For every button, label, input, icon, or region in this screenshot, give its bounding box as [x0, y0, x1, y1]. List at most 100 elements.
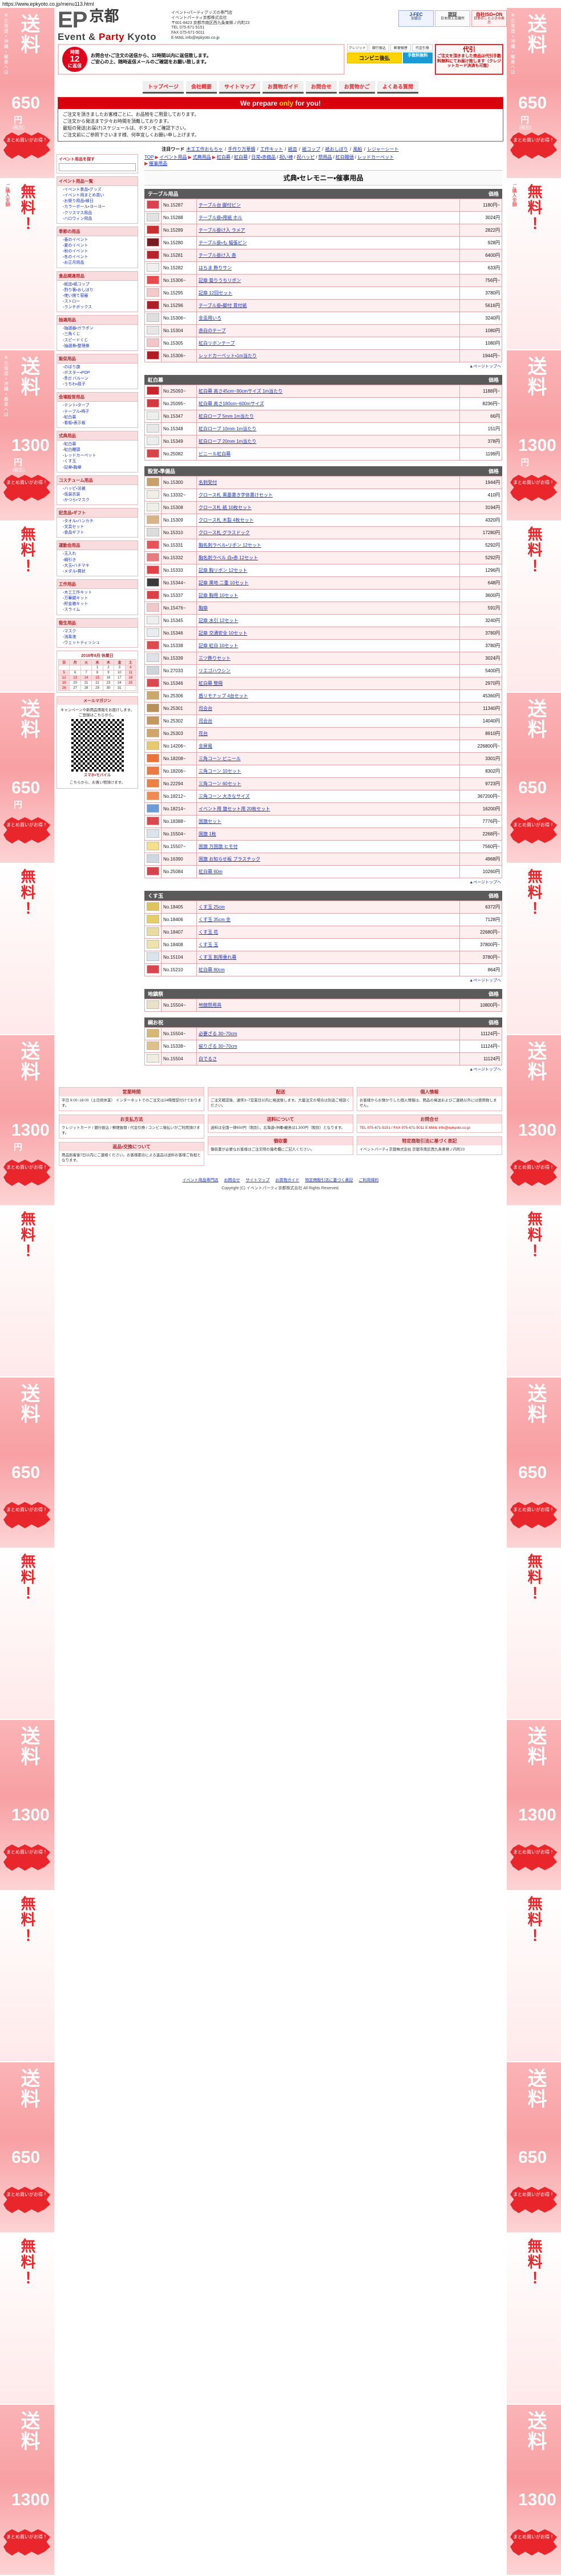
table-row[interactable]: No.15305 紅白リボンテープ 1080円: [144, 337, 502, 350]
product-name-link[interactable]: 紅白ロープ 5mm 1m当たり: [196, 410, 460, 423]
product-name-link[interactable]: 司会台: [196, 714, 460, 728]
product-name-link[interactable]: 揃りざる 30~70cm: [196, 1040, 460, 1053]
sidebar-item-6-0[interactable]: 紅白幕: [63, 442, 136, 447]
sidebar-item-9-2[interactable]: 大玉・ハチマキ: [63, 563, 136, 569]
table-row[interactable]: No.15346 記章 交通安全 10セット 3780円: [144, 627, 502, 640]
product-name-link[interactable]: 記章 胸用 10セット: [196, 589, 460, 602]
product-name-link[interactable]: クロース札 グラスドック: [196, 526, 460, 539]
promo-banner-11[interactable]: 送料 1300 まとめ買いがお得！: [0, 1720, 54, 1891]
product-name-link[interactable]: 三角コーン 10セット: [196, 765, 460, 778]
table-row[interactable]: No.25303 花台 8910円: [144, 727, 502, 740]
sidebar-item-8-0[interactable]: タオル・ハンカチ: [63, 519, 136, 524]
sidebar-item-0-1[interactable]: イベント用まとめ買い: [63, 193, 136, 199]
product-name-link[interactable]: クロース札 黒墨書き字体書けセット: [196, 488, 460, 502]
table-row[interactable]: No.18388~ 国旗セット 7776円~: [144, 815, 502, 828]
table-row[interactable]: No.18405 くす玉 25cm 6372円: [144, 901, 502, 914]
product-name-link[interactable]: くす玉 花: [196, 926, 460, 939]
badge-jfec[interactable]: J-FEC 加盟店: [398, 10, 434, 27]
sidebar-item-4-1[interactable]: ポスター・POP: [63, 370, 136, 376]
promo-banner-r12[interactable]: 無料！: [507, 1891, 561, 2062]
promo-banner-6[interactable]: 無料！: [0, 864, 54, 1035]
promo-banner-r2[interactable]: 無料！ ご購入金額: [507, 179, 561, 350]
product-name-link[interactable]: 記章 胸リボン 12セット: [196, 564, 460, 577]
nav-item-contact[interactable]: お問合せ: [305, 80, 337, 94]
footer-nav-5[interactable]: ご利用規約: [358, 1178, 379, 1182]
sidebar-item-10-0[interactable]: 木工工作キット: [63, 590, 136, 596]
breadcrumb-l3-1[interactable]: 紅白幕: [234, 155, 248, 160]
product-name-link[interactable]: 記章 水引 12セット: [196, 614, 460, 627]
promo-banner-5[interactable]: 送料 650 円 まとめ買いがお得！: [0, 693, 54, 864]
promo-banner[interactable]: ※北海道・沖縄・離島へは 送料 650 円 (税別) まとめ買いがお得！: [0, 8, 54, 179]
product-name-link[interactable]: ビニール紅白幕: [196, 447, 460, 461]
table-row[interactable]: No.25301 司会台 11340円: [144, 702, 502, 715]
table-row[interactable]: No.15348 紅白ロープ 10mm 1m当たり 151円: [144, 422, 502, 435]
product-name-link[interactable]: 紅白ロープ 10mm 1m当たり: [196, 422, 460, 435]
product-name-link[interactable]: 記章 紅白 10セット: [196, 639, 460, 652]
table-row[interactable]: No.25084 紅白幕 60m 10260円: [144, 865, 502, 878]
promo-banner-3[interactable]: ※北海道・沖縄・離島へは 送料 1300 円 (税別) まとめ買いがお得！: [0, 350, 54, 522]
sidebar-item-4-0[interactable]: のぼり旗: [63, 365, 136, 370]
sidebar-item-4-2[interactable]: 풍선 バルーン: [63, 376, 136, 382]
table-row[interactable]: No.15306~ レッドカーペット・1m当たり 1944円~: [144, 349, 502, 362]
product-name-link[interactable]: イベント用 旗セット用 20枚セット: [196, 802, 460, 815]
table-row[interactable]: No.16390 国旗 お知らせ板 プラスチック 4968円: [144, 853, 502, 866]
table-row[interactable]: No.15300 名刺受付 1944円: [144, 476, 502, 489]
breadcrumb-home[interactable]: TOP: [144, 155, 154, 160]
nav-item-top[interactable]: トップページ: [143, 80, 184, 94]
product-name-link[interactable]: リエゴハウシン: [196, 664, 460, 677]
sidebar-item-5-2[interactable]: 紅白幕: [63, 415, 136, 421]
product-name-link[interactable]: 地鎮祭用具: [196, 999, 460, 1012]
sidebar-item-3-2[interactable]: スピードくじ: [63, 338, 136, 344]
sidebar-item-1-3[interactable]: 冬のイベント: [63, 255, 136, 260]
table-row[interactable]: No.15476~ 胸章 591円: [144, 601, 502, 615]
breadcrumb-l3-6[interactable]: 紅白饅頭: [335, 155, 354, 160]
table-row[interactable]: No.18208~ 三角コーン ピニール 3301円: [144, 752, 502, 765]
promo-banner-r8[interactable]: 無料！: [507, 1206, 561, 1378]
table-row[interactable]: No.15345 記章 水引 12セット 3240円: [144, 614, 502, 627]
product-name-link[interactable]: 司会台: [196, 702, 460, 715]
product-name-link[interactable]: 花台: [196, 727, 460, 740]
pay-bank[interactable]: 銀行振込: [369, 44, 389, 51]
sidebar-item-2-2[interactable]: 使い捨て容器: [63, 293, 136, 299]
footer-nav-2[interactable]: サイトマップ: [245, 1178, 270, 1182]
table-row[interactable]: No.15309 クロース札 木製 4枚セット 4320円: [144, 514, 502, 527]
breadcrumb-l2[interactable]: 式典用品: [192, 155, 211, 160]
sidebar-item-1-0[interactable]: 春のイベント: [63, 237, 136, 243]
sidebar-item-2-3[interactable]: ストロー: [63, 299, 136, 305]
keyword-4[interactable]: 紙コップ: [302, 147, 321, 152]
sidebar-item-8-1[interactable]: 文具セット: [63, 524, 136, 530]
sidebar-item-5-0[interactable]: テント・タープ: [63, 403, 136, 409]
product-name-link[interactable]: 紅白リボンテープ: [196, 337, 460, 350]
keyword-6[interactable]: 風船: [353, 147, 362, 152]
product-name-link[interactable]: レッドカーペット・1m当たり: [196, 349, 460, 362]
table-row[interactable]: No.14206~ 金屏風 226800円~: [144, 740, 502, 753]
table-row[interactable]: No.15338 記章 紅白 10セット 3780円: [144, 639, 502, 652]
pay-postal[interactable]: 郵便振替: [390, 44, 411, 51]
sidebar-item-0-3[interactable]: カラーボール・ヨーヨー: [63, 204, 136, 210]
table-row[interactable]: No.15504~ 地鎮祭用具 10800円~: [144, 999, 502, 1012]
table-row[interactable]: No.15331 胸名刺ラベル・リボン 12セット 5292円: [144, 539, 502, 552]
back-to-top-3[interactable]: ▲ページトップへ: [469, 979, 501, 983]
product-name-link[interactable]: 国旗 万国旗 ヒモ付: [196, 840, 460, 853]
breadcrumb-l3-5[interactable]: 祭用品: [318, 155, 332, 160]
sidebar-item-8-2[interactable]: 食品ギフト: [63, 530, 136, 536]
nav-item-cart[interactable]: お買物かご: [338, 80, 375, 94]
nav-item-faq[interactable]: よくある質問: [377, 80, 418, 94]
product-name-link[interactable]: テーブル掛・も 幅張ピン: [196, 236, 460, 249]
table-row[interactable]: No.15282 はちま 飾りサン 633円: [144, 261, 502, 274]
badge-iso[interactable]: 自社ISO+ON 日本のことぶきの表示: [471, 10, 507, 27]
promo-banner-8[interactable]: 無料！: [0, 1206, 54, 1378]
nav-item-company[interactable]: 会社概要: [185, 80, 217, 94]
table-row[interactable]: No.15339 三ツ飾りセット 3024円: [144, 652, 502, 665]
table-row[interactable]: No.22294 三角コーン 60セット 9723円: [144, 777, 502, 790]
product-name-link[interactable]: 記章 12回セット: [196, 286, 460, 300]
table-row[interactable]: No.25306 盾リモナップ 4台セット 45360円: [144, 689, 502, 702]
table-row[interactable]: No.15346 紅白幕 整冊 2970円: [144, 677, 502, 690]
nav-item-guide[interactable]: お買物ガイド: [262, 80, 304, 94]
breadcrumb-l3-4[interactable]: 祝ハッピ: [296, 155, 315, 160]
table-row[interactable]: No.25093~ 紅白幕 高さ45cm~90cmサイズ 1m当たり 1188円~: [144, 385, 502, 398]
promo-banner-r4[interactable]: 無料！: [507, 522, 561, 693]
sidebar-item-5-3[interactable]: 看板・表示板: [63, 421, 136, 426]
table-row[interactable]: No.15347 紅白ロープ 5mm 1m当たり 66円: [144, 410, 502, 423]
sidebar-item-10-3[interactable]: スライム: [63, 607, 136, 613]
